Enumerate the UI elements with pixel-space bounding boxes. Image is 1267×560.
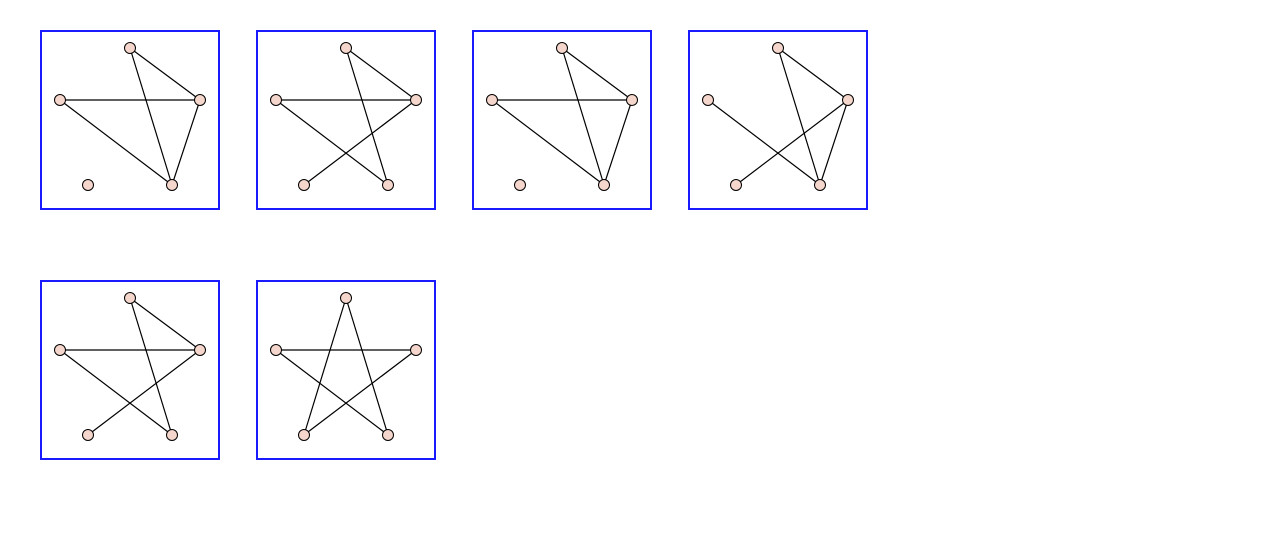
graph-edge: [88, 350, 200, 435]
graph-edge: [346, 48, 388, 185]
graph-node: [815, 180, 826, 191]
graph-edge: [736, 100, 848, 185]
graph-node: [55, 95, 66, 106]
graph-edge: [778, 48, 848, 100]
graph-edge: [562, 48, 632, 100]
graph-node: [299, 430, 310, 441]
graph-node: [557, 43, 568, 54]
graph-node: [83, 430, 94, 441]
graph-edge: [778, 48, 820, 185]
graph-edge: [130, 298, 200, 350]
graph-edge: [130, 48, 200, 100]
panel-border: [257, 31, 435, 209]
graph-edge: [820, 100, 848, 185]
graph-svg: [472, 30, 652, 210]
graph-edge: [604, 100, 632, 185]
graph-edge: [172, 100, 200, 185]
graph-row: [40, 30, 1227, 210]
graph-svg: [40, 30, 220, 210]
graph-panel: [256, 30, 436, 210]
graph-row: [40, 280, 1227, 460]
graph-edge: [130, 48, 172, 185]
graph-edge: [346, 298, 388, 435]
graph-node: [599, 180, 610, 191]
graph-panel: [688, 30, 868, 210]
graph-node: [195, 95, 206, 106]
graph-node: [125, 293, 136, 304]
graph-node: [167, 430, 178, 441]
panel-border: [689, 31, 867, 209]
graph-node: [271, 345, 282, 356]
graph-node: [383, 430, 394, 441]
graph-edge: [346, 48, 416, 100]
graph-edge: [60, 350, 172, 435]
graph-node: [299, 180, 310, 191]
graph-edge: [130, 298, 172, 435]
graph-edge: [304, 350, 416, 435]
graph-node: [627, 95, 638, 106]
graph-node: [487, 95, 498, 106]
graph-edge: [492, 100, 604, 185]
graph-svg: [40, 280, 220, 460]
panel-border: [257, 281, 435, 459]
graph-node: [731, 180, 742, 191]
graph-edge: [708, 100, 820, 185]
graph-grid: [40, 30, 1227, 460]
graph-node: [843, 95, 854, 106]
graph-svg: [256, 30, 436, 210]
graph-panel: [40, 30, 220, 210]
graph-node: [341, 43, 352, 54]
graph-edge: [60, 100, 172, 185]
graph-edge: [276, 350, 388, 435]
graph-node: [411, 345, 422, 356]
graph-node: [55, 345, 66, 356]
graph-panel: [472, 30, 652, 210]
graph-edge: [304, 100, 416, 185]
graph-node: [125, 43, 136, 54]
graph-node: [773, 43, 784, 54]
graph-svg: [688, 30, 868, 210]
graph-node: [411, 95, 422, 106]
panel-border: [473, 31, 651, 209]
graph-node: [703, 95, 714, 106]
graph-node: [341, 293, 352, 304]
graph-panel: [256, 280, 436, 460]
graph-node: [515, 180, 526, 191]
graph-edge: [562, 48, 604, 185]
graph-edge: [276, 100, 388, 185]
graph-node: [83, 180, 94, 191]
graph-node: [383, 180, 394, 191]
panel-border: [41, 31, 219, 209]
graph-node: [167, 180, 178, 191]
graph-node: [195, 345, 206, 356]
graph-panel: [40, 280, 220, 460]
graph-node: [271, 95, 282, 106]
graph-edge: [304, 298, 346, 435]
graph-svg: [256, 280, 436, 460]
panel-border: [41, 281, 219, 459]
